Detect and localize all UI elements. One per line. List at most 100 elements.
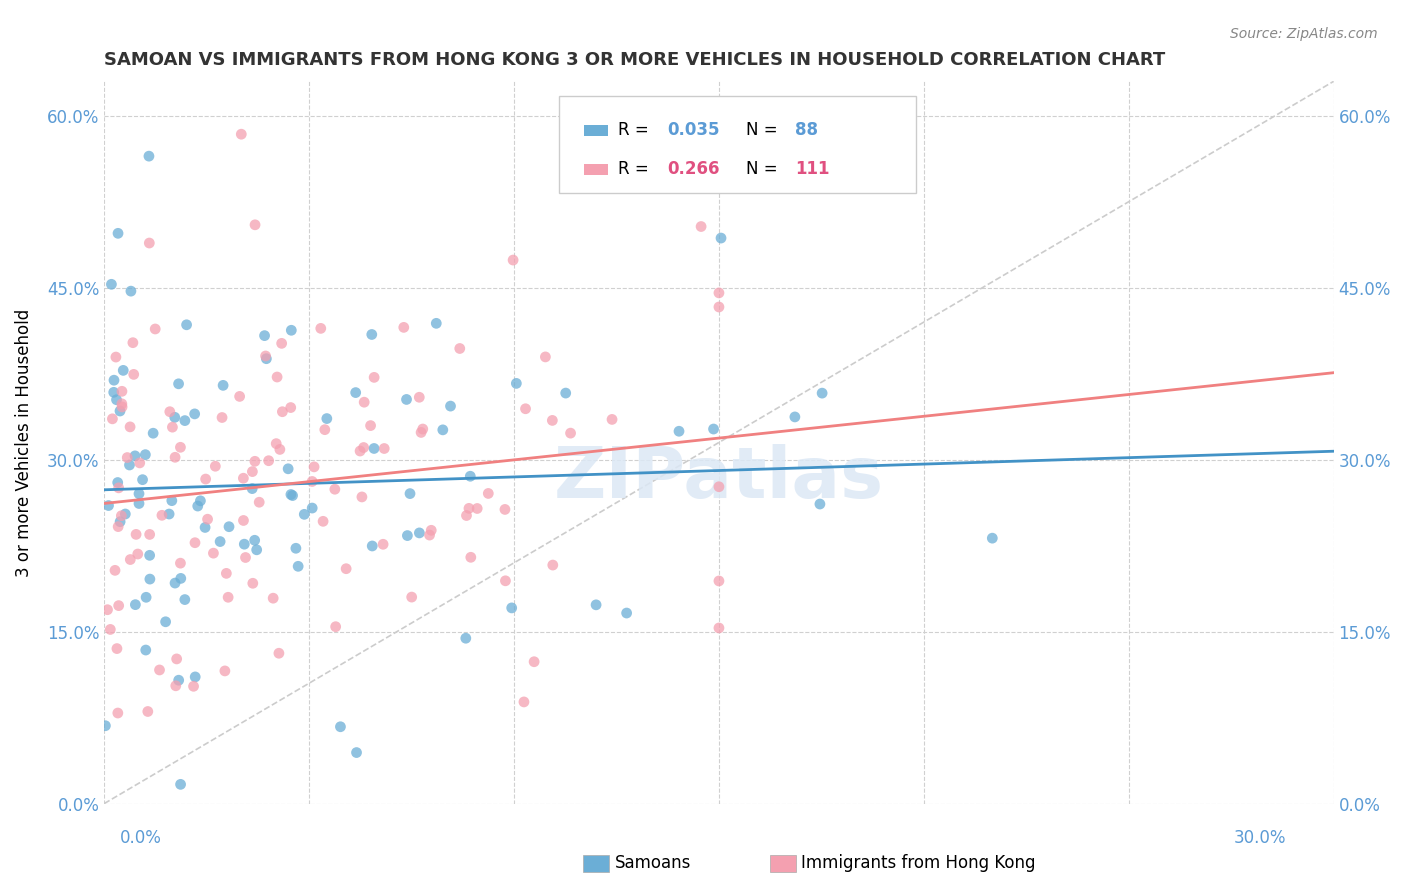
FancyBboxPatch shape	[583, 125, 609, 136]
Point	[169, 440, 191, 454]
Point	[212, 378, 235, 392]
Point	[707, 480, 730, 494]
Point	[169, 777, 191, 791]
Point	[600, 412, 623, 426]
Text: 0.035: 0.035	[668, 121, 720, 139]
Point	[94, 719, 117, 733]
Point	[243, 218, 266, 232]
Point	[165, 679, 187, 693]
Point	[315, 411, 337, 425]
Point	[412, 422, 434, 436]
Point	[100, 277, 122, 292]
Point	[176, 318, 198, 332]
Text: SAMOAN VS IMMIGRANTS FROM HONG KONG 3 OR MORE VEHICLES IN HOUSEHOLD CORRELATION : SAMOAN VS IMMIGRANTS FROM HONG KONG 3 OR…	[104, 51, 1166, 69]
Point	[209, 534, 232, 549]
Point	[165, 450, 187, 465]
Point	[242, 465, 264, 479]
Point	[710, 231, 733, 245]
Y-axis label: 3 or more Vehicles in Household: 3 or more Vehicles in Household	[15, 309, 32, 576]
Point	[292, 508, 315, 522]
Point	[166, 652, 188, 666]
Point	[247, 495, 270, 509]
Point	[373, 442, 395, 456]
Point	[108, 404, 131, 418]
Point	[346, 746, 368, 760]
Point	[257, 453, 280, 467]
Point	[401, 590, 423, 604]
Point	[269, 442, 291, 457]
Point	[169, 556, 191, 570]
Point	[454, 632, 477, 646]
Point	[163, 576, 186, 591]
Text: Immigrants from Hong Kong: Immigrants from Hong Kong	[801, 855, 1036, 872]
Point	[103, 385, 125, 400]
Point	[170, 571, 193, 585]
Point	[420, 524, 443, 538]
Point	[707, 285, 730, 300]
Point	[312, 514, 335, 528]
Point	[233, 537, 256, 551]
Point	[560, 426, 582, 441]
Point	[494, 574, 516, 588]
Point	[214, 664, 236, 678]
Point	[254, 351, 277, 366]
Point	[284, 541, 307, 556]
Point	[271, 405, 294, 419]
Point	[167, 673, 190, 688]
Point	[105, 641, 128, 656]
Point	[155, 615, 177, 629]
Point	[408, 390, 430, 404]
Point	[325, 620, 347, 634]
Point	[160, 493, 183, 508]
Point	[138, 527, 160, 541]
Point	[253, 328, 276, 343]
Point	[157, 507, 180, 521]
Point	[120, 420, 142, 434]
Point	[235, 550, 257, 565]
Point	[190, 493, 212, 508]
Point	[408, 525, 430, 540]
Point	[114, 507, 136, 521]
Point	[184, 535, 207, 549]
Text: 0.0%: 0.0%	[120, 829, 162, 847]
Point	[449, 342, 471, 356]
Point	[267, 646, 290, 660]
Text: 30.0%: 30.0%	[1234, 829, 1286, 847]
Point	[360, 418, 382, 433]
Point	[167, 376, 190, 391]
Point	[231, 127, 253, 141]
Point	[399, 486, 422, 500]
Point	[280, 323, 302, 337]
Point	[111, 384, 134, 399]
Point	[194, 520, 217, 534]
Text: ZIPatlas: ZIPatlas	[554, 444, 884, 513]
Point	[541, 558, 564, 572]
Point	[120, 284, 142, 298]
Text: Source: ZipAtlas.com: Source: ZipAtlas.com	[1230, 27, 1378, 41]
Point	[117, 450, 139, 465]
Point	[162, 420, 184, 434]
Point	[107, 475, 129, 490]
Point	[534, 350, 557, 364]
Point	[228, 389, 250, 403]
Point	[163, 410, 186, 425]
Point	[515, 401, 537, 416]
FancyBboxPatch shape	[560, 95, 915, 194]
Point	[425, 316, 447, 330]
Point	[502, 253, 524, 268]
Point	[96, 603, 118, 617]
Point	[232, 471, 254, 485]
Point	[541, 413, 564, 427]
Text: R =: R =	[619, 161, 654, 178]
Point	[329, 720, 352, 734]
Point	[254, 349, 277, 363]
Point	[243, 454, 266, 468]
Point	[240, 482, 263, 496]
Point	[120, 552, 142, 566]
Point	[616, 606, 638, 620]
Point	[107, 706, 129, 720]
Point	[264, 436, 287, 450]
Point	[217, 591, 239, 605]
Point	[118, 458, 141, 472]
Point	[232, 513, 254, 527]
